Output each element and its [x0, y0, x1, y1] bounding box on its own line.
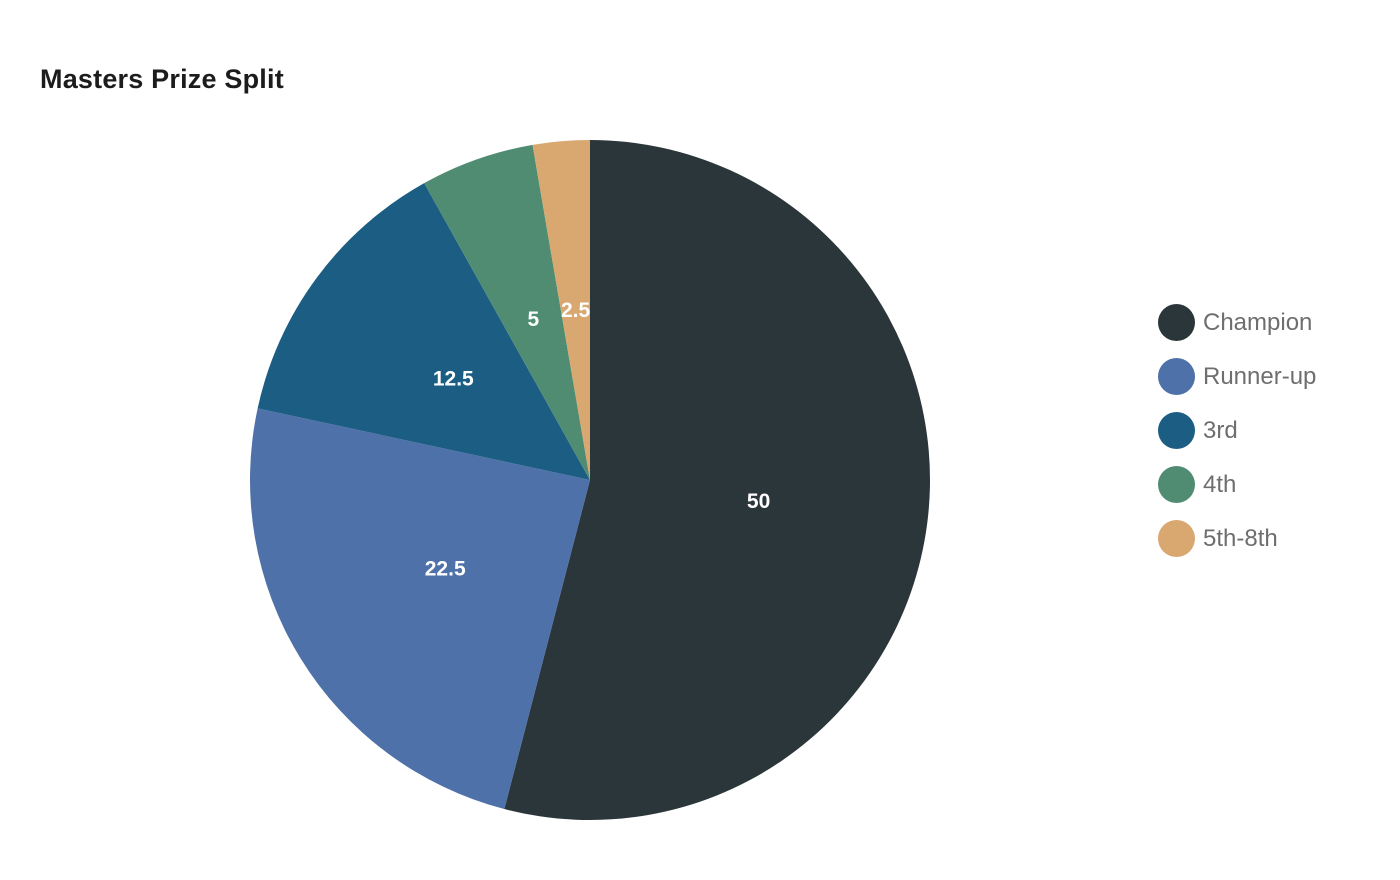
pie-slice-4th[interactable] [424, 144, 590, 480]
legend-label: 5th-8th [1203, 525, 1278, 552]
pie-slice-5th-8th[interactable] [532, 140, 590, 480]
pie-slice-champion[interactable] [504, 140, 930, 820]
pie-value-label-champion: 50 [747, 490, 770, 513]
pie-value-label-3rd: 12.5 [433, 367, 474, 390]
legend-swatch-icon [1158, 466, 1195, 503]
legend-item-3rd[interactable]: 3rd [1158, 412, 1316, 449]
pie-value-label-4th: 5 [528, 308, 540, 331]
pie-slice-runner-up[interactable] [249, 408, 590, 810]
legend-swatch-icon [1158, 358, 1195, 395]
legend-swatch-icon [1158, 520, 1195, 557]
legend-item-4th[interactable]: 4th [1158, 466, 1316, 503]
chart-title: Masters Prize Split [40, 64, 284, 94]
legend-swatch-icon [1158, 412, 1195, 449]
pie-value-label-5th-8th: 2.5 [561, 299, 591, 322]
legend: Champion Runner-up 3rd 4th 5th-8th [1158, 304, 1316, 557]
pie-slice-3rd[interactable] [257, 183, 590, 480]
legend-label: 3rd [1203, 417, 1238, 444]
legend-item-5th-8th[interactable]: 5th-8th [1158, 520, 1316, 557]
legend-label: 4th [1203, 471, 1237, 498]
legend-item-champion[interactable]: Champion [1158, 304, 1316, 341]
pie-value-label-runner-up: 22.5 [425, 558, 466, 581]
legend-swatch-icon [1158, 304, 1195, 341]
legend-item-runner-up[interactable]: Runner-up [1158, 358, 1316, 395]
legend-label: Runner-up [1203, 363, 1317, 390]
legend-label: Champion [1203, 309, 1313, 336]
